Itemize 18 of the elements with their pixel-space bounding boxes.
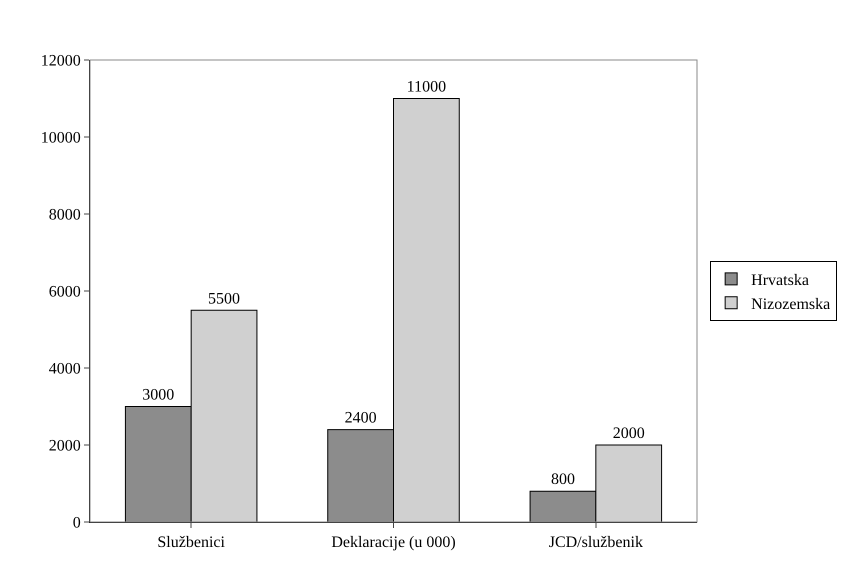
data-label: 11000: [406, 78, 446, 96]
y-tick-label: 2000: [48, 438, 81, 455]
x-tick-label: JCD/službenik: [548, 534, 643, 552]
y-tick-label: 6000: [48, 284, 81, 301]
data-label: 2000: [612, 425, 645, 442]
y-tick-label: 0: [72, 514, 81, 532]
y-tick-label: 10000: [40, 130, 81, 147]
y-tick-label: 8000: [48, 206, 81, 224]
data-label: 5500: [208, 290, 240, 308]
data-label: 3000: [142, 386, 174, 404]
legend-label: Hrvatska: [751, 272, 809, 290]
data-label: 2400: [344, 410, 377, 427]
data-label: 800: [550, 471, 575, 488]
x-tick-label: Službenici: [157, 534, 226, 552]
y-tick-label: 4000: [48, 360, 81, 378]
x-tick-label: Deklaracije (u 000): [331, 534, 456, 552]
y-tick-label: 12000: [40, 52, 81, 70]
legend-label: Nizozemska: [751, 296, 830, 313]
